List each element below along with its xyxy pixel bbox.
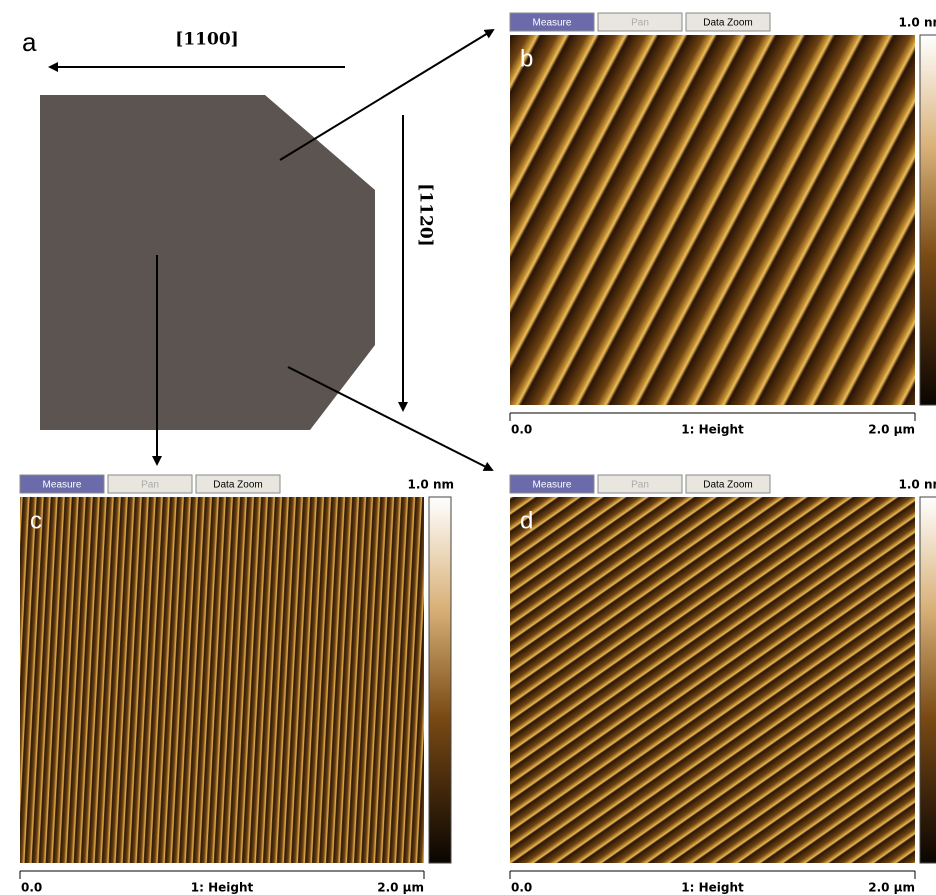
x-end: 2.0 µm (868, 881, 915, 895)
button-label[interactable]: Measure (533, 18, 572, 29)
x-start: 0.0 (21, 881, 42, 895)
button-label[interactable]: Measure (533, 480, 572, 491)
panel-label: b (520, 45, 533, 72)
button-label[interactable]: Pan (631, 480, 649, 491)
direction-label: [1100] (175, 30, 238, 50)
figure: a [1100] [1120] Measure Pan Data Zoom 1.0 n… (0, 0, 936, 895)
button-label[interactable]: Pan (631, 18, 649, 29)
color-bar (920, 497, 936, 863)
button-label[interactable]: Data Zoom (703, 18, 752, 29)
button-label[interactable]: Data Zoom (213, 480, 262, 491)
x-start: 0.0 (511, 423, 532, 437)
afm-panel: Measure Pan Data Zoom 1.0 nm c 0.0 1: Height 2.… (20, 475, 454, 895)
color-bar (920, 35, 936, 405)
channel: 1: Height (681, 423, 744, 437)
channel: 1: Height (191, 881, 254, 895)
color-bar (429, 497, 451, 863)
button-label[interactable]: Measure (43, 480, 82, 491)
button-label[interactable]: Pan (141, 480, 159, 491)
x-end: 2.0 µm (377, 881, 424, 895)
scale-max: 1.0 nm (408, 478, 454, 492)
height-image-texture (20, 497, 424, 863)
panel-label: a (22, 27, 37, 57)
scale-max: 1.0 nm (899, 16, 936, 30)
arrow (280, 30, 493, 160)
crystal (40, 95, 375, 430)
panel-label: c (30, 507, 42, 534)
scale-max: 1.0 nm (899, 478, 936, 492)
x-end: 2.0 µm (868, 423, 915, 437)
height-image-texture (510, 497, 915, 863)
channel: 1: Height (681, 881, 744, 895)
afm-panel: Measure Pan Data Zoom 1.0 nm b 0.0 1: Height 2.… (510, 13, 936, 437)
afm-panel: Measure Pan Data Zoom 1.0 nm d 0.0 1: Height 2.… (510, 475, 936, 895)
button-label[interactable]: Data Zoom (703, 480, 752, 491)
panel-a: a [1100] [1120] (22, 27, 493, 470)
height-image-texture (510, 35, 915, 405)
panel-label: d (520, 507, 533, 534)
x-start: 0.0 (511, 881, 532, 895)
direction-label: [1120] (416, 183, 436, 246)
